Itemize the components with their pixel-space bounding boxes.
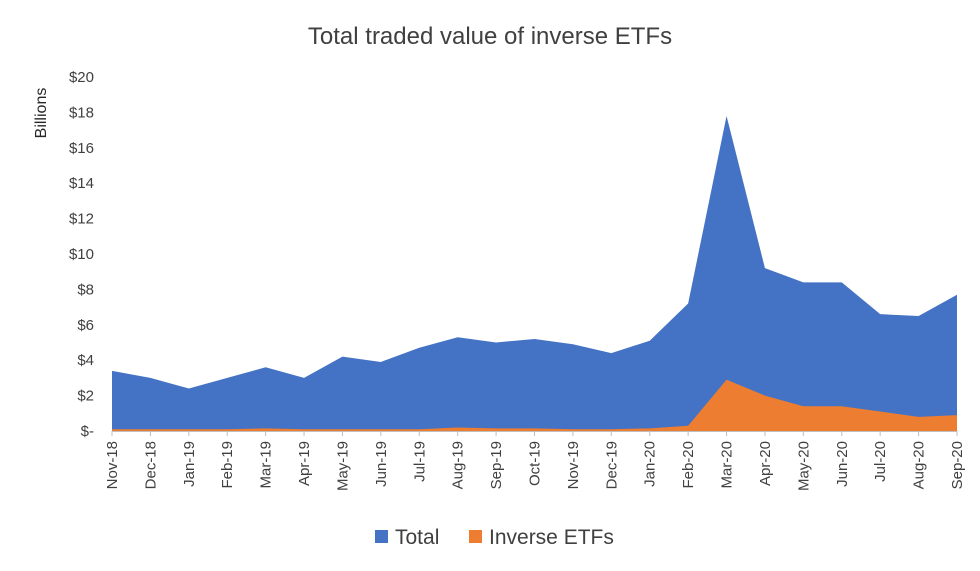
y-tick-label: $20 <box>69 69 94 86</box>
x-tick-label: Jun-19 <box>373 441 390 487</box>
y-tick-label: $2 <box>77 388 94 405</box>
x-tick-label: Feb-19 <box>219 441 236 489</box>
y-tick-label: $16 <box>69 140 94 157</box>
legend-swatch <box>375 530 388 543</box>
legend: Total Inverse ETFs <box>375 526 614 549</box>
x-tick-label: Aug-20 <box>911 441 928 489</box>
x-tick-label: Jul-20 <box>872 441 889 482</box>
area-series-total <box>112 115 957 431</box>
x-tick-label: Feb-20 <box>680 441 697 489</box>
x-tick-label: Jan-20 <box>642 441 659 487</box>
x-tick-label: Mar-20 <box>719 441 736 489</box>
x-tick-label: Nov-19 <box>565 441 582 489</box>
x-tick-label: Nov-18 <box>104 441 121 489</box>
x-tick-label: Mar-19 <box>258 441 275 489</box>
series-areas <box>112 115 957 431</box>
y-tick-label: $14 <box>69 175 94 192</box>
x-tick-label: Oct-19 <box>527 441 544 486</box>
x-tick-label: Jul-19 <box>411 441 428 482</box>
y-tick-label: $- <box>81 423 94 440</box>
area-series-inverse-etfs <box>112 379 957 431</box>
legend-swatch <box>469 530 482 543</box>
legend-label: Inverse ETFs <box>489 526 614 549</box>
legend-label: Total <box>395 526 439 549</box>
x-axis: Nov-18 Dec-18 Jan-19 Feb-19 Mar-19 Apr-19 May-… <box>104 431 966 491</box>
x-tick-label: Jun-20 <box>834 441 851 487</box>
y-axis-ticks: $- $2 $4 $6 $8 $10 $12 $14 $16 $18 $20 <box>69 69 94 440</box>
y-tick-label: $10 <box>69 246 94 263</box>
x-tick-label: Jan-19 <box>181 441 198 487</box>
x-tick-label: Dec-18 <box>142 441 159 489</box>
x-tick-label: Apr-20 <box>757 441 774 486</box>
y-tick-label: $18 <box>69 104 94 121</box>
y-tick-label: $6 <box>77 317 94 334</box>
x-tick-label: May-20 <box>795 441 812 491</box>
x-tick-label: Sep-20 <box>949 441 966 489</box>
y-tick-label: $8 <box>77 281 94 298</box>
x-tick-label: May-19 <box>334 441 351 491</box>
x-tick-label: Sep-19 <box>488 441 505 489</box>
x-tick-label: Apr-19 <box>296 441 313 486</box>
y-axis-label: Billions <box>33 88 50 139</box>
x-tick-label: Dec-19 <box>603 441 620 489</box>
y-tick-label: $12 <box>69 211 94 228</box>
chart-title: Total traded value of inverse ETFs <box>308 23 672 50</box>
y-tick-label: $4 <box>77 352 94 369</box>
x-tick-label: Aug-19 <box>450 441 467 489</box>
